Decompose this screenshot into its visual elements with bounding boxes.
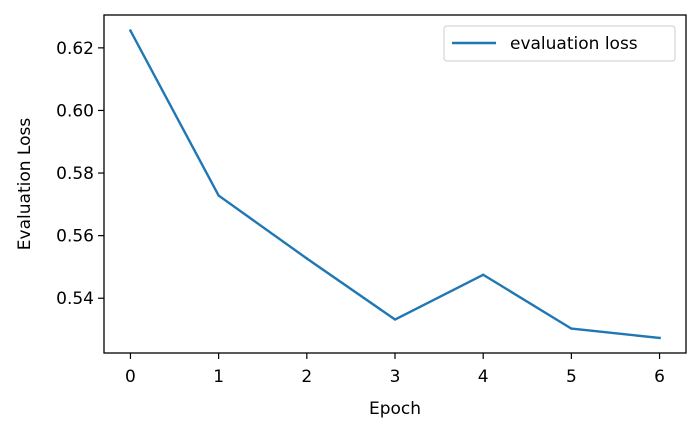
x-tick-label: 6 <box>654 367 665 387</box>
data-point <box>393 318 397 321</box>
y-axis: 0.54 0.56 0.58 0.60 0.62 <box>56 39 104 309</box>
legend: evaluation loss <box>443 25 676 62</box>
data-point <box>570 327 573 330</box>
series-layer <box>128 29 661 340</box>
legend-label: evaluation loss <box>510 34 638 54</box>
x-tick-label: 2 <box>301 367 312 387</box>
data-point <box>217 194 220 197</box>
y-tick-label: 0.62 <box>56 39 94 59</box>
x-tick-label: 3 <box>390 367 401 387</box>
x-tick-label: 5 <box>566 367 577 387</box>
x-tick-label: 1 <box>213 367 224 387</box>
y-axis-title: Evaluation Loss <box>15 118 35 251</box>
y-tick-label: 0.54 <box>56 289 94 309</box>
data-point <box>658 336 661 340</box>
legend-box <box>443 25 676 62</box>
data-point <box>305 257 309 260</box>
data-point <box>481 273 485 276</box>
x-tick-label: 4 <box>478 367 489 387</box>
x-axis: 0 1 2 3 4 5 6 <box>125 353 665 387</box>
data-point <box>129 29 132 32</box>
x-axis-title: Epoch <box>369 399 421 419</box>
plot-area <box>104 15 686 353</box>
y-tick-label: 0.56 <box>56 227 94 247</box>
y-tick-label: 0.60 <box>56 101 94 121</box>
y-tick-label: 0.58 <box>56 164 94 184</box>
x-tick-label: 0 <box>125 367 136 387</box>
